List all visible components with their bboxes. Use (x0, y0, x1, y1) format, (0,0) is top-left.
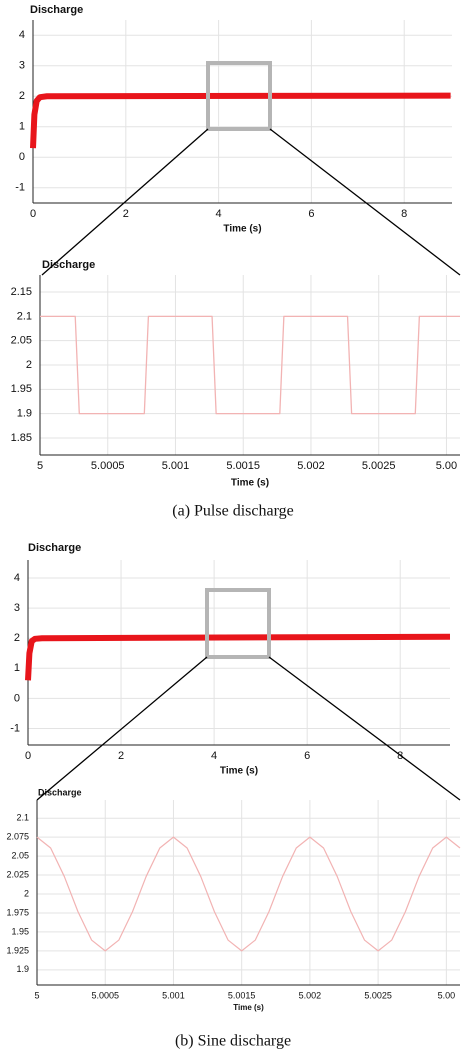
x-tick-label: 5.0015 (226, 460, 260, 472)
zoom-connector (269, 128, 461, 276)
zoom-connector (36, 656, 208, 801)
plot-area (37, 800, 460, 985)
x-tick-label: 5.0005 (91, 460, 125, 472)
y-tick-label: 4 (14, 572, 20, 584)
chart-title: Discharge (30, 4, 83, 16)
zoom-connector (41, 128, 209, 276)
x-axis-label: Time (s) (233, 1003, 264, 1012)
x-tick-label: 5 (34, 990, 39, 1000)
zoom-box (205, 588, 271, 659)
x-tick-label: 4 (216, 208, 222, 220)
plot-area (28, 560, 450, 745)
x-tick-label: 5.0025 (364, 990, 392, 1000)
x-tick-label: 5.001 (162, 990, 185, 1000)
y-tick-label: 2 (26, 359, 32, 371)
x-tick-label: 5.00 (438, 990, 456, 1000)
y-tick-label: 2.05 (11, 850, 29, 860)
x-tick-label: 5.0025 (362, 460, 396, 472)
y-tick-label: -1 (10, 722, 20, 734)
y-tick-label: 2.05 (11, 335, 32, 347)
data-line (30, 92, 451, 149)
y-tick-label: 0 (19, 151, 25, 163)
x-tick-label: 2 (118, 750, 124, 762)
data-line (36, 836, 461, 952)
y-tick-label: 2.025 (6, 869, 29, 879)
x-tick-label: 0 (25, 750, 31, 762)
y-tick-label: 3 (14, 602, 20, 614)
x-tick-label: 8 (401, 208, 407, 220)
zoom-indicators (36, 61, 461, 801)
charts: Discharge -1 0 1 2 3 4 0 2 4 6 8 Time (s) Discharge 1.… (6, 4, 461, 1012)
x-axis-label: Time (s) (231, 478, 269, 489)
y-tick-label: 2.1 (17, 310, 32, 322)
y-tick-label: 2 (24, 888, 29, 898)
y-tick-label: 1.975 (6, 907, 29, 917)
x-tick-label: 6 (304, 750, 310, 762)
plot-area (33, 20, 452, 203)
x-tick-label: 5.002 (297, 460, 325, 472)
x-axis-label: Time (s) (223, 224, 261, 235)
y-tick-label: 1.85 (11, 432, 32, 444)
caption: (b) Sine discharge (175, 1033, 291, 1050)
zoom-connector (268, 656, 461, 801)
chart: Discharge -1 0 1 2 3 4 0 2 4 6 8 Time (s) (15, 4, 452, 235)
x-tick-label: 4 (211, 750, 217, 762)
zoom-box (206, 61, 272, 131)
x-tick-label: 5.0015 (228, 990, 256, 1000)
x-tick-label: 5.001 (162, 460, 190, 472)
chart-title: Discharge (38, 787, 82, 797)
y-tick-label: 3 (19, 60, 25, 72)
y-tick-label: 2 (14, 632, 20, 644)
y-tick-label: 1.95 (11, 926, 29, 936)
data-line (40, 315, 460, 415)
x-tick-label: 5.0005 (91, 990, 119, 1000)
y-tick-label: 1.925 (6, 945, 29, 955)
y-tick-label: 2.15 (11, 286, 32, 298)
y-tick-label: 1.95 (11, 383, 32, 395)
y-tick-label: 2 (19, 90, 25, 102)
x-axis-label: Time (s) (220, 766, 258, 777)
x-tick-label: 5.00 (436, 460, 457, 472)
y-tick-label: 2.1 (16, 813, 29, 823)
y-tick-label: -1 (15, 182, 25, 194)
y-tick-label: 4 (19, 29, 25, 41)
chart: Discharge 1.9 1.925 1.95 1.975 2 2.025 2.05 2.07… (6, 787, 461, 1012)
x-tick-label: 5 (37, 460, 43, 472)
chart-title: Discharge (28, 542, 81, 554)
x-tick-label: 0 (30, 208, 36, 220)
y-tick-label: 1 (19, 121, 25, 133)
x-tick-label: 5.002 (299, 990, 322, 1000)
chart: Discharge 1.85 1.9 1.95 2 2.05 2.1 2.15 5 5.0005 5… (11, 259, 460, 489)
y-tick-label: 1 (14, 662, 20, 674)
y-tick-label: 0 (14, 692, 20, 704)
x-tick-label: 2 (123, 208, 129, 220)
data-line (25, 633, 451, 681)
y-tick-label: 2.075 (6, 832, 29, 842)
y-tick-label: 1.9 (17, 408, 32, 420)
chart-title: Discharge (42, 259, 95, 271)
y-tick-label: 1.9 (16, 964, 29, 974)
x-tick-label: 6 (308, 208, 314, 220)
caption: (a) Pulse discharge (172, 503, 293, 520)
